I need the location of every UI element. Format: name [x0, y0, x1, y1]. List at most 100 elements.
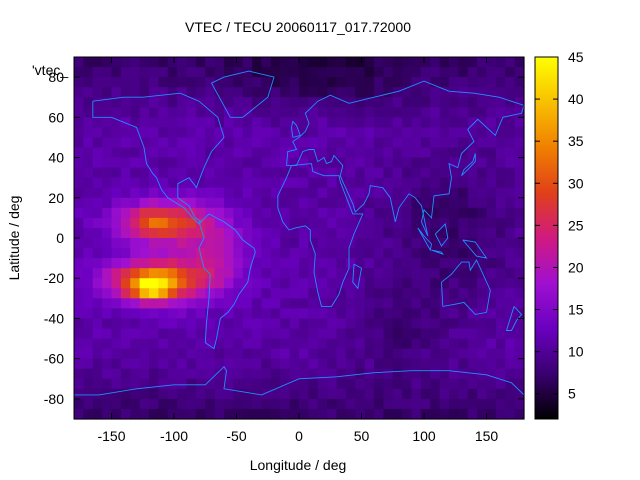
heatmap-cell: [130, 278, 141, 289]
heatmap-cell: [195, 197, 206, 209]
heatmap-cell: [214, 238, 225, 249]
heatmap-cell: [392, 57, 403, 68]
heatmap-cell: [467, 187, 478, 199]
heatmap-cell: [420, 378, 431, 390]
heatmap-cell: [458, 137, 469, 149]
heatmap-cell: [392, 308, 403, 320]
heatmap-cell: [477, 248, 488, 259]
heatmap-cell: [299, 107, 309, 118]
heatmap-cell: [486, 217, 497, 229]
heatmap-cell: [139, 288, 150, 299]
heatmap-cell: [233, 238, 244, 249]
heatmap-cell: [439, 398, 450, 410]
heatmap-cell: [74, 338, 84, 350]
heatmap-cell: [299, 408, 309, 420]
heatmap-cell: [205, 107, 216, 118]
heatmap-cell: [392, 77, 403, 88]
heatmap-cell: [420, 278, 431, 289]
heatmap-cell: [420, 87, 431, 98]
heatmap-cell: [158, 278, 169, 289]
heatmap-cell: [336, 298, 347, 309]
heatmap-cell: [299, 157, 309, 169]
heatmap-cell: [158, 197, 169, 209]
heatmap-cell: [280, 358, 291, 370]
heatmap-cell: [158, 147, 169, 159]
heatmap-cell: [345, 137, 356, 149]
heatmap-cell: [299, 97, 309, 108]
heatmap-cell: [392, 268, 403, 279]
heatmap-cell: [505, 268, 516, 279]
heatmap-cell: [327, 147, 338, 159]
heatmap-cell: [364, 147, 375, 159]
heatmap-cell: [374, 207, 384, 219]
heatmap-cell: [495, 358, 506, 370]
heatmap-cell: [195, 77, 206, 88]
heatmap-cell: [92, 308, 103, 320]
heatmap-cell: [327, 258, 338, 269]
heatmap-cell: [430, 408, 441, 420]
heatmap-cell: [505, 278, 516, 289]
heatmap-cell: [270, 258, 281, 269]
heatmap-cell: [477, 227, 488, 239]
heatmap-cell: [430, 167, 441, 179]
heatmap-cell: [514, 358, 525, 370]
heatmap-cell: [74, 318, 84, 330]
heatmap-cell: [261, 378, 272, 390]
colorbar-tick-label: 20: [568, 259, 584, 275]
heatmap-cell: [289, 187, 300, 199]
heatmap-cell: [317, 207, 328, 219]
heatmap-cell: [495, 258, 506, 269]
heatmap-cell: [430, 177, 441, 189]
heatmap-cell: [167, 227, 178, 239]
heatmap-cell: [270, 308, 281, 320]
heatmap-cell: [205, 258, 216, 269]
heatmap-cell: [224, 238, 234, 249]
heatmap-cell: [411, 57, 422, 68]
heatmap-cell: [74, 368, 84, 380]
heatmap-cell: [449, 258, 459, 269]
heatmap-cell: [402, 268, 413, 279]
heatmap-cell: [439, 258, 450, 269]
heatmap-cell: [477, 408, 488, 420]
heatmap-cell: [195, 318, 206, 330]
heatmap-cell: [420, 197, 431, 209]
heatmap-cell: [280, 127, 291, 139]
heatmap-cell: [224, 268, 234, 279]
coastline-path: [505, 306, 523, 331]
heatmap-cell: [224, 117, 234, 128]
heatmap-cell: [383, 67, 394, 78]
heatmap-cell: [514, 288, 525, 299]
heatmap-cell: [280, 107, 291, 118]
heatmap-cell: [74, 308, 84, 320]
heatmap-cell: [477, 177, 488, 189]
heatmap-cell: [233, 288, 244, 299]
heatmap-cell: [233, 207, 244, 219]
heatmap-cell: [224, 157, 234, 169]
heatmap-cell: [111, 298, 122, 309]
heatmap-cell: [364, 298, 375, 309]
heatmap-cell: [345, 398, 356, 410]
heatmap-cell: [355, 238, 366, 249]
coastline-path: [461, 153, 476, 177]
heatmap-cell: [289, 408, 300, 420]
heatmap-cell: [392, 147, 403, 159]
heatmap-cell: [392, 318, 403, 330]
heatmap-cell: [224, 338, 234, 350]
heatmap-cell: [495, 127, 506, 139]
heatmap-cell: [458, 57, 469, 68]
heatmap-cell: [130, 87, 141, 98]
heatmap-cell: [102, 117, 113, 128]
heatmap-cell: [214, 157, 225, 169]
heatmap-cell: [252, 408, 263, 420]
heatmap-cell: [364, 338, 375, 350]
heatmap-cell: [336, 227, 347, 239]
heatmap-cell: [224, 408, 234, 420]
heatmap-cell: [158, 378, 169, 390]
heatmap-cell: [430, 107, 441, 118]
heatmap-cell: [374, 87, 384, 98]
heatmap-cell: [252, 187, 263, 199]
heatmap-cell: [308, 278, 319, 289]
heatmap-cell: [177, 328, 188, 340]
heatmap-cell: [102, 67, 113, 78]
heatmap-cell: [92, 177, 103, 189]
